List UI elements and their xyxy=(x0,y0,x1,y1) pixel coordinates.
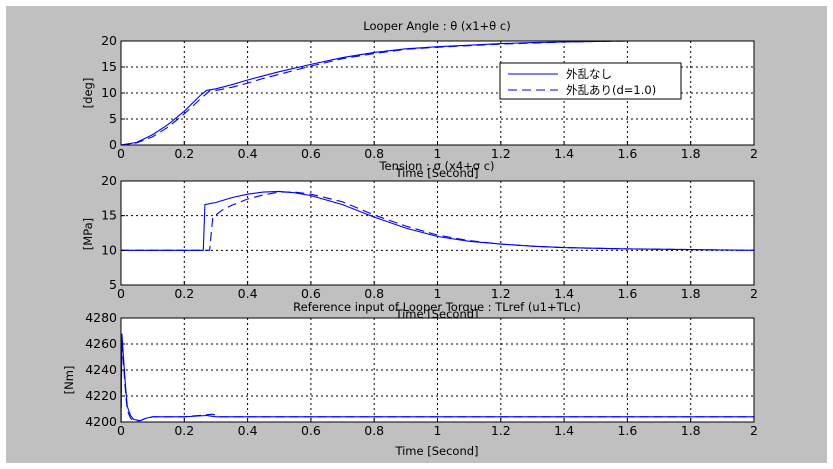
looper-torque-xlabel: Time [Second] xyxy=(394,444,478,458)
looper-torque-x-tick-label: 1.2 xyxy=(491,423,511,438)
looper-torque-y-tick-label: 4200 xyxy=(85,414,117,429)
legend-entry-with-disturbance: 外乱あり(d=1.0) xyxy=(566,83,656,97)
looper-angle-y-tick-label: 5 xyxy=(109,111,117,126)
looper-angle-x-tick-label: 1.6 xyxy=(617,146,637,161)
tension-x-tick-label: 1.2 xyxy=(491,286,511,301)
tension-x-tick-label: 0.8 xyxy=(364,286,384,301)
looper-torque-title: Reference input of Looper Torque : TLref… xyxy=(293,300,581,314)
tension-x-tick-label: 1.8 xyxy=(681,286,701,301)
tension-y-tick-label: 15 xyxy=(101,208,117,223)
looper-torque-x-tick-label: 0.2 xyxy=(174,423,194,438)
looper-torque-x-tick-label: 0.6 xyxy=(301,423,321,438)
looper-torque-x-tick-label: 1.4 xyxy=(554,423,574,438)
looper-torque-y-tick-label: 4220 xyxy=(85,388,117,403)
tension-x-tick-label: 0.2 xyxy=(174,286,194,301)
looper-torque-x-tick-label: 0 xyxy=(117,423,125,438)
legend: 外乱なし 外乱あり(d=1.0) xyxy=(500,63,681,99)
looper-angle-x-tick-label: 0.2 xyxy=(174,146,194,161)
legend-entry-no-disturbance: 外乱なし xyxy=(566,67,612,81)
tension-title: Tension : σ (x4+σ c) xyxy=(378,159,494,173)
looper-torque-x-tick-label: 1.8 xyxy=(681,423,701,438)
tension-x-tick-label: 0.6 xyxy=(301,286,321,301)
tension-x-tick-label: 1.6 xyxy=(617,286,637,301)
tension-x-tick-label: 0.4 xyxy=(238,286,258,301)
looper-angle-x-tick-label: 2 xyxy=(750,146,758,161)
looper-angle-y-tick-label: 0 xyxy=(109,137,117,152)
looper-angle-x-tick-label: 1.4 xyxy=(554,146,574,161)
looper-angle-x-tick-label: 1.8 xyxy=(681,146,701,161)
looper-torque-x-tick-label: 0.8 xyxy=(364,423,384,438)
looper-torque-y-tick-label: 4280 xyxy=(85,310,117,325)
looper-angle-y-tick-label: 10 xyxy=(101,85,117,100)
tension-ylabel: [MPa] xyxy=(81,218,95,250)
tension-y-tick-label: 10 xyxy=(101,242,117,257)
looper-torque-x-tick-label: 2 xyxy=(750,423,758,438)
looper-angle-y-tick-label: 15 xyxy=(101,59,117,74)
tension-y-tick-label: 20 xyxy=(101,173,117,188)
tension-y-tick-label: 5 xyxy=(109,277,117,292)
looper-torque-y-tick-label: 4260 xyxy=(85,336,117,351)
looper-torque-ylabel: [Nm] xyxy=(62,366,76,395)
tension-x-tick-label: 1.4 xyxy=(554,286,574,301)
looper-torque-x-tick-label: 0.4 xyxy=(238,423,258,438)
looper-angle-title: Looper Angle : θ (x1+θ c) xyxy=(363,19,510,33)
looper-angle-x-tick-label: 0.6 xyxy=(301,146,321,161)
tension-x-tick-label: 1 xyxy=(434,286,442,301)
tension-x-tick-label: 0 xyxy=(117,286,125,301)
looper-torque-y-tick-label: 4240 xyxy=(85,362,117,377)
looper-angle-x-tick-label: 0.4 xyxy=(238,146,258,161)
looper-angle-ylabel: [deg] xyxy=(81,78,95,109)
looper-angle-x-tick-label: 0 xyxy=(117,146,125,161)
looper-torque-x-tick-label: 1.6 xyxy=(617,423,637,438)
tension-x-tick-label: 2 xyxy=(750,286,758,301)
looper-torque-x-tick-label: 1 xyxy=(434,423,442,438)
looper-angle-y-tick-label: 20 xyxy=(101,33,117,48)
